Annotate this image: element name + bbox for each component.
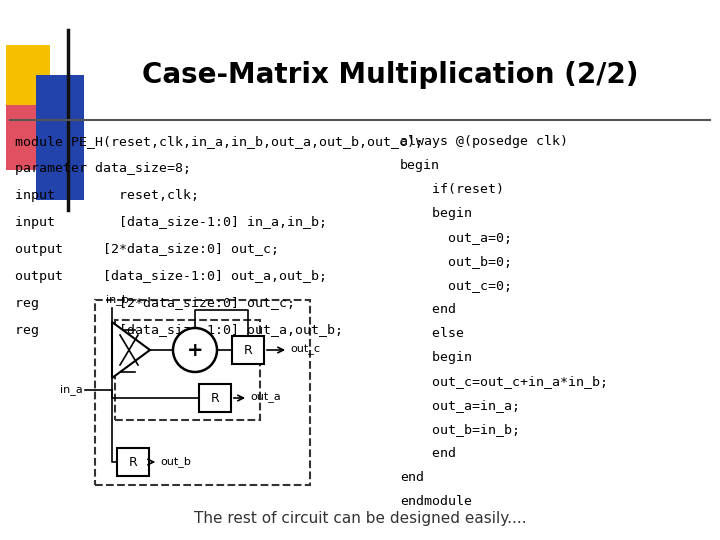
Bar	[36, 75, 84, 140]
Text: The rest of circuit can be designed easily....: The rest of circuit can be designed easi…	[194, 510, 526, 525]
Text: R: R	[211, 392, 220, 404]
Text: output     [2*data_size:0] out_c;: output [2*data_size:0] out_c;	[15, 243, 279, 256]
Bar	[232, 336, 264, 364]
Bar	[36, 135, 84, 200]
Text: out_b=0;: out_b=0;	[400, 255, 512, 268]
Text: out_b: out_b	[160, 456, 191, 468]
Text: begin: begin	[400, 207, 472, 220]
Text: R: R	[129, 456, 138, 469]
Circle shape	[173, 328, 217, 372]
Text: input        [data_size-1:0] in_a,in_b;: input [data_size-1:0] in_a,in_b;	[15, 216, 327, 229]
Text: in_b: in_b	[106, 294, 129, 306]
Bar	[117, 448, 149, 476]
Bar	[6, 105, 50, 170]
Text: module PE_H(reset,clk,in_a,in_b,out_a,out_b,out_c);: module PE_H(reset,clk,in_a,in_b,out_a,ou…	[15, 135, 423, 148]
Text: if(reset): if(reset)	[400, 183, 504, 196]
Text: begin: begin	[400, 159, 440, 172]
Bar	[115, 320, 260, 420]
Text: begin: begin	[400, 351, 472, 364]
Text: out_a: out_a	[250, 393, 281, 403]
Text: end: end	[400, 471, 424, 484]
Polygon shape	[112, 322, 150, 378]
Text: out_c: out_c	[290, 345, 320, 355]
Text: output     [data_size-1:0] out_a,out_b;: output [data_size-1:0] out_a,out_b;	[15, 270, 327, 283]
Text: end: end	[400, 303, 456, 316]
Text: always @(posedge clk): always @(posedge clk)	[400, 135, 568, 148]
Text: out_a=in_a;: out_a=in_a;	[400, 399, 520, 412]
Text: reg          [data_size-1:0] out_a,out_b;: reg [data_size-1:0] out_a,out_b;	[15, 324, 343, 337]
Bar	[199, 384, 231, 412]
Text: +: +	[186, 341, 203, 360]
Bar	[95, 300, 310, 485]
Text: end: end	[400, 447, 456, 460]
Text: out_a=0;: out_a=0;	[400, 231, 512, 244]
Bar	[6, 45, 50, 110]
Text: in_a: in_a	[60, 384, 83, 395]
Text: out_b=in_b;: out_b=in_b;	[400, 423, 520, 436]
Text: out_c=0;: out_c=0;	[400, 279, 512, 292]
Text: R: R	[243, 343, 253, 356]
Text: reg          [2*data_size:0] out_c;: reg [2*data_size:0] out_c;	[15, 297, 295, 310]
Text: parameter data_size=8;: parameter data_size=8;	[15, 162, 191, 175]
Text: input        reset,clk;: input reset,clk;	[15, 189, 199, 202]
Text: endmodule: endmodule	[400, 495, 472, 508]
Text: out_c=out_c+in_a*in_b;: out_c=out_c+in_a*in_b;	[400, 375, 608, 388]
Text: else: else	[400, 327, 464, 340]
Text: Case-Matrix Multiplication (2/2): Case-Matrix Multiplication (2/2)	[142, 61, 638, 89]
